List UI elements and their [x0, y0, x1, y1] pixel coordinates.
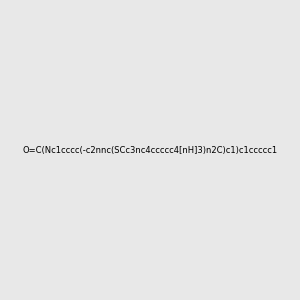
Text: O=C(Nc1cccc(-c2nnc(SCc3nc4ccccc4[nH]3)n2C)c1)c1ccccc1: O=C(Nc1cccc(-c2nnc(SCc3nc4ccccc4[nH]3)n2…	[22, 146, 278, 154]
